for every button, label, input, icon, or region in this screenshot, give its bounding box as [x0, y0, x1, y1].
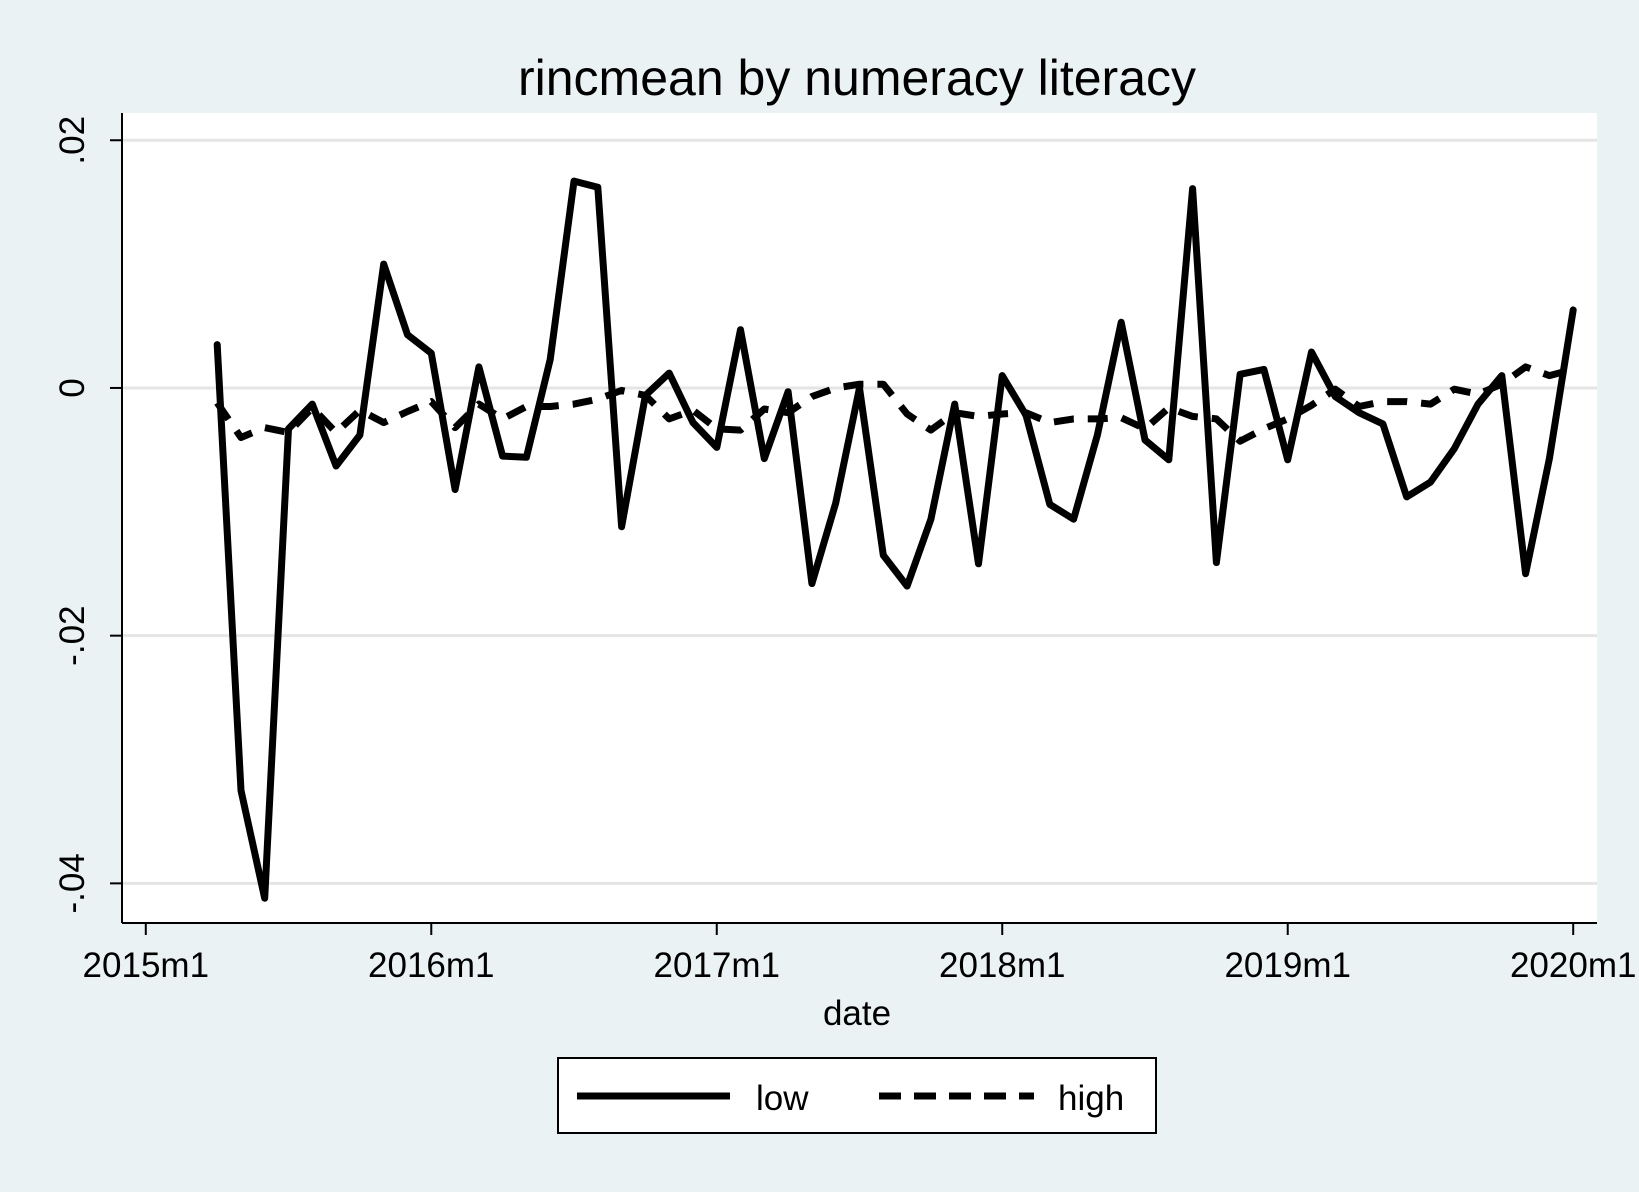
legend: low high — [557, 1057, 1157, 1134]
x-axis-label: date — [823, 994, 891, 1033]
legend-label-low: low — [756, 1079, 809, 1118]
plot-area — [122, 113, 1597, 923]
x-tick-label-1: 2016m1 — [368, 946, 494, 985]
x-tick-label-3: 2018m1 — [939, 946, 1065, 985]
x-tick-label-5: 2020m1 — [1510, 946, 1636, 985]
y-tick-label-0: .02 — [53, 116, 92, 165]
series-lines — [213, 177, 1577, 902]
y-tick-label-2: -.02 — [53, 606, 92, 666]
y-tick-label-3: -.04 — [53, 853, 92, 913]
y-tick-label-1: 0 — [53, 378, 92, 397]
x-axis-ticks: 2015m1 2016m1 2017m1 2018m1 2019m1 2020m1 — [83, 923, 1636, 985]
series-line-high — [214, 363, 1575, 445]
legend-label-high: high — [1058, 1079, 1124, 1118]
y-axis-ticks: .02 0 -.02 -.04 — [53, 116, 122, 914]
chart-title: rincmean by numeracy literacy — [518, 50, 1196, 106]
x-tick-label-0: 2015m1 — [83, 946, 209, 985]
x-tick-label-4: 2019m1 — [1224, 946, 1350, 985]
series-line-low — [213, 177, 1577, 902]
x-tick-label-2: 2017m1 — [654, 946, 780, 985]
